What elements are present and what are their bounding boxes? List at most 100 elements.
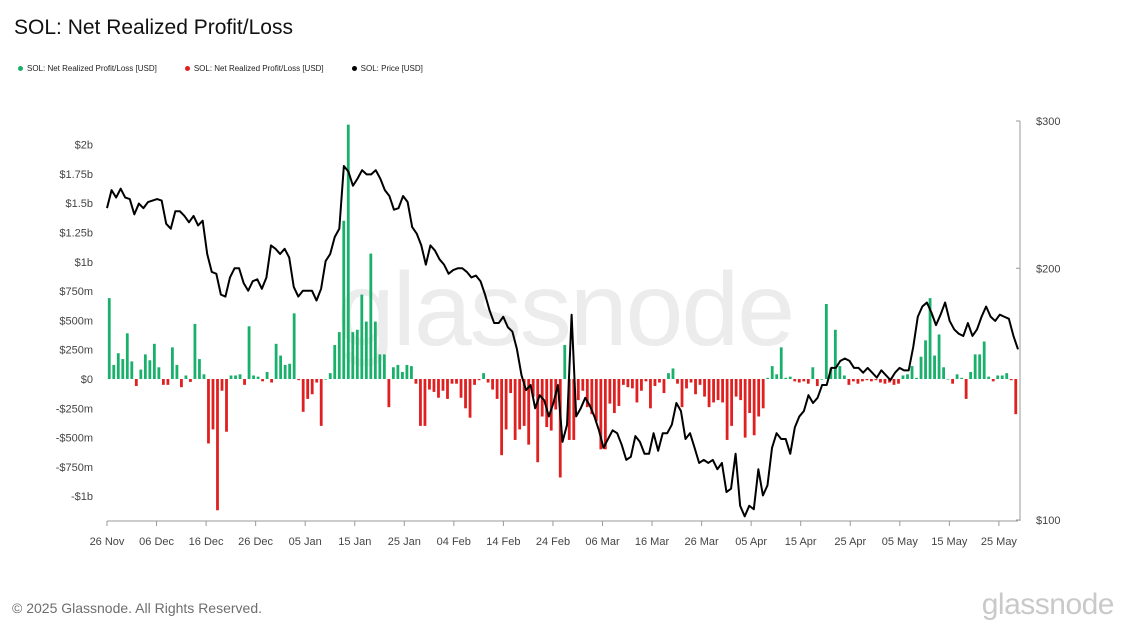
- bar: [346, 124, 350, 380]
- bar: [419, 379, 422, 426]
- bar: [861, 379, 864, 382]
- chart-legend: SOL: Net Realized Profit/Loss [USD] SOL:…: [18, 64, 423, 73]
- bar: [892, 379, 896, 385]
- bar: [851, 379, 855, 382]
- bar: [784, 377, 788, 379]
- legend-label-profit: SOL: Net Realized Profit/Loss [USD]: [27, 64, 157, 73]
- y-left-tick-label: $1.75b: [59, 169, 93, 181]
- legend-item-loss[interactable]: SOL: Net Realized Profit/Loss [USD]: [184, 64, 324, 73]
- bar: [504, 379, 508, 430]
- bar: [247, 326, 251, 379]
- bar: [612, 379, 616, 413]
- bar: [166, 379, 170, 385]
- bar: [811, 367, 815, 379]
- bar: [594, 379, 598, 422]
- bar: [189, 379, 192, 382]
- bar: [459, 379, 463, 398]
- bar: [477, 379, 481, 381]
- bar: [631, 379, 634, 389]
- x-tick-label: 14 Feb: [486, 536, 520, 548]
- bar: [978, 354, 982, 379]
- bar: [522, 379, 526, 426]
- bar: [373, 321, 377, 379]
- bar: [225, 379, 228, 432]
- bar: [112, 364, 116, 379]
- bar: [797, 379, 801, 383]
- y-left-tick-label: $1.5b: [65, 198, 93, 210]
- bar: [870, 379, 873, 382]
- y-left-tick-label: -$250m: [56, 403, 93, 415]
- bar: [847, 379, 851, 385]
- bar: [265, 371, 269, 379]
- bar: [766, 377, 770, 379]
- bar: [865, 379, 869, 381]
- bar: [806, 379, 810, 384]
- legend-swatch-loss: [184, 66, 190, 71]
- bar: [748, 379, 752, 413]
- bar: [649, 379, 652, 409]
- y-left-tick-label: $1b: [75, 257, 93, 269]
- bar: [879, 379, 882, 383]
- bar: [292, 313, 296, 379]
- bar: [716, 379, 720, 401]
- bar: [964, 379, 968, 399]
- legend-label-loss: SOL: Net Realized Profit/Loss [USD]: [193, 64, 324, 73]
- bar: [382, 354, 386, 379]
- bar: [432, 379, 436, 392]
- bar: [193, 323, 197, 379]
- x-tick-label: 16 Dec: [189, 536, 224, 548]
- bar: [694, 379, 697, 395]
- bar: [139, 369, 143, 379]
- x-tick-label: 26 Mar: [684, 536, 719, 548]
- bar: [116, 353, 120, 379]
- bar: [933, 355, 936, 379]
- bar: [775, 374, 779, 379]
- bar: [567, 379, 571, 440]
- y-right-tick-label: $100: [1036, 515, 1060, 527]
- brand-logo: glassnode: [981, 588, 1115, 621]
- bar: [171, 347, 174, 379]
- bar: [446, 379, 449, 399]
- bar: [973, 354, 977, 379]
- bar: [500, 379, 504, 456]
- bar: [698, 379, 702, 385]
- bar: [288, 363, 292, 379]
- bar: [211, 379, 215, 430]
- y-right-tick-label: $200: [1036, 263, 1060, 275]
- bar: [405, 364, 409, 379]
- bar: [838, 366, 842, 379]
- bar: [202, 374, 206, 379]
- bar: [689, 379, 693, 383]
- bar: [842, 375, 846, 379]
- bar: [1000, 375, 1004, 379]
- bar: [216, 379, 219, 511]
- bar: [549, 379, 553, 431]
- bar: [161, 379, 165, 385]
- bar: [464, 379, 467, 409]
- bar: [982, 341, 986, 379]
- legend-item-price[interactable]: SOL: Price [USD]: [351, 64, 423, 73]
- bar: [536, 379, 540, 463]
- bar: [743, 379, 747, 438]
- bar: [653, 379, 657, 387]
- bar: [676, 379, 679, 384]
- x-tick-label: 06 Mar: [585, 536, 620, 548]
- bar: [621, 379, 625, 385]
- bar: [437, 379, 440, 398]
- bar: [545, 379, 549, 428]
- legend-item-profit[interactable]: SOL: Net Realized Profit/Loss [USD]: [18, 64, 157, 73]
- bar: [441, 379, 445, 391]
- bar: [180, 379, 183, 388]
- y-left-tick-label: $250m: [59, 345, 93, 357]
- bar: [252, 375, 255, 379]
- bar: [130, 361, 134, 379]
- bar: [121, 359, 125, 379]
- x-tick-label: 06 Dec: [139, 536, 174, 548]
- bar: [1014, 379, 1018, 415]
- bar: [761, 379, 765, 409]
- bar: [721, 379, 724, 403]
- bar: [143, 354, 147, 379]
- bar: [351, 332, 355, 379]
- copyright-footer: © 2025 Glassnode. All Rights Reserved.: [12, 600, 263, 616]
